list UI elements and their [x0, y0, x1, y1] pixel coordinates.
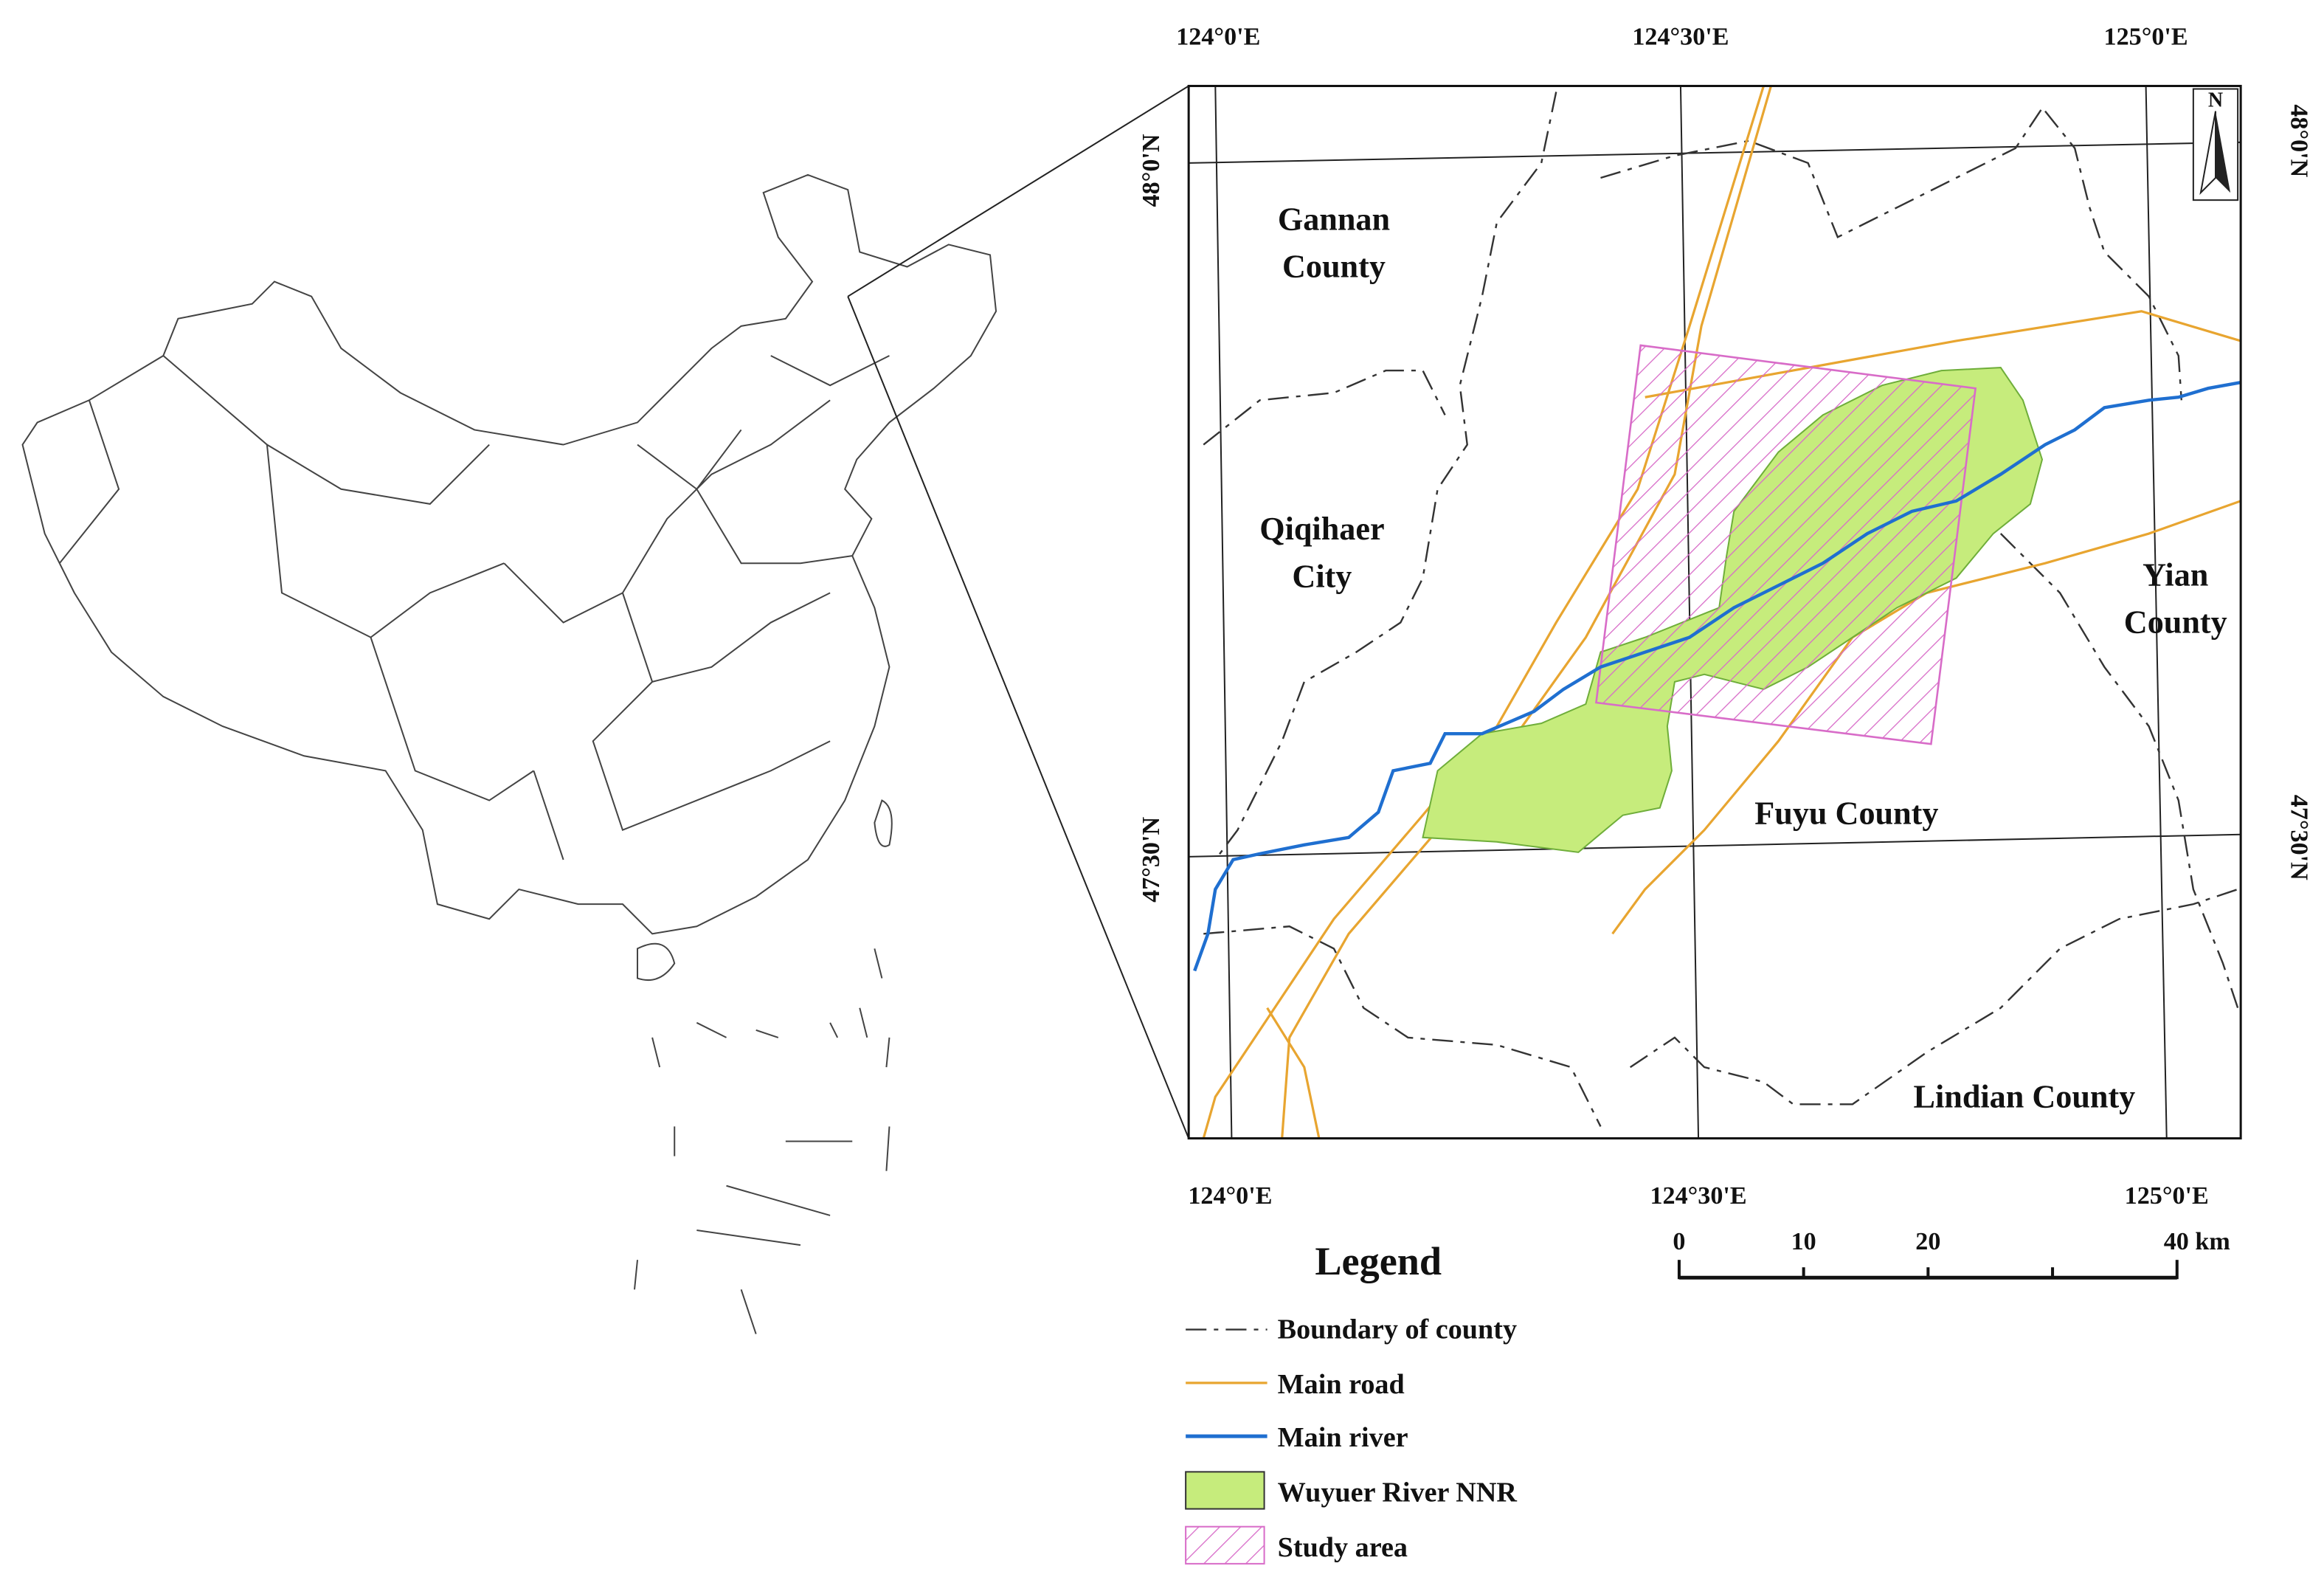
legend-label: Wuyuer River NNR	[1278, 1477, 1518, 1508]
lon-label: 124°30'E	[1632, 23, 1729, 50]
place-label: Gannan	[1278, 201, 1390, 237]
place-label: Yian	[2143, 556, 2208, 593]
lat-label: 47°30'N	[1138, 817, 1165, 903]
place-label: Fuyu County	[1754, 796, 1938, 832]
legend-label: Boundary of county	[1278, 1314, 1517, 1345]
lon-label: 124°0'E	[1188, 1182, 1272, 1210]
legend-title: Legend	[1315, 1239, 1442, 1283]
inset-map: N	[1189, 86, 2241, 1139]
place-label: County	[1282, 249, 1386, 285]
china-outline	[21, 173, 997, 1334]
legend-symbol	[1185, 1525, 1265, 1565]
scale-label: 0	[1673, 1228, 1685, 1255]
legend: Legend Boundary of county Main road Main…	[1185, 1239, 1518, 1565]
place-label: City	[1292, 558, 1352, 594]
lat-label: 47°30'N	[2285, 795, 2312, 880]
legend-label: Study area	[1278, 1532, 1408, 1563]
county-boundaries	[1203, 92, 2239, 1127]
legend-label: Main river	[1278, 1422, 1408, 1453]
scale-label: 40 km	[2164, 1228, 2230, 1255]
place-label: Lindian County	[1914, 1078, 2136, 1114]
scale-bar: 0 10 20 40 km	[1673, 1228, 2230, 1280]
river	[1193, 381, 2241, 972]
legend-symbol	[1185, 1471, 1265, 1510]
inset-frame	[1187, 84, 2242, 1139]
study-area	[1595, 344, 1977, 745]
lon-label: 124°30'E	[1650, 1182, 1746, 1210]
scale-label: 10	[1791, 1228, 1816, 1255]
north-arrow: N	[2192, 88, 2239, 201]
connector-line	[847, 85, 1189, 297]
place-label: Qiqihaer	[1259, 511, 1384, 547]
lat-label: 48°0'N	[1138, 134, 1165, 207]
lon-label: 125°0'E	[2104, 23, 2188, 50]
scale-label: 20	[1915, 1228, 1940, 1255]
lat-label: 48°0'N	[2285, 104, 2312, 177]
place-label: County	[2124, 604, 2227, 641]
lon-label: 125°0'E	[2125, 1182, 2209, 1210]
legend-label: Main road	[1278, 1369, 1405, 1400]
connector-line	[847, 296, 1190, 1139]
lon-label: 124°0'E	[1176, 23, 1260, 50]
north-label: N	[2208, 89, 2223, 112]
